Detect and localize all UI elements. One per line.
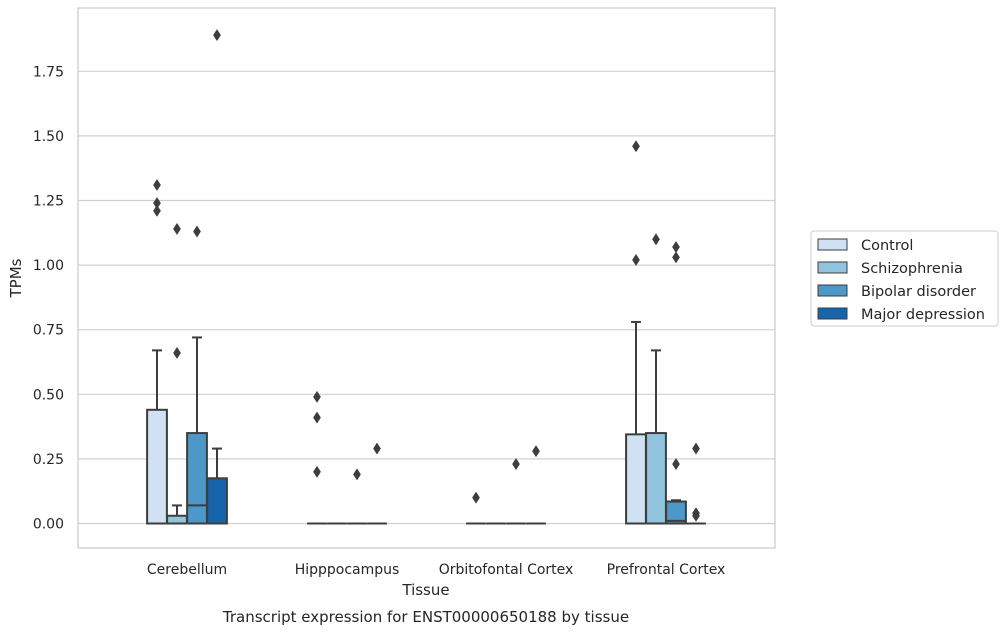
outlier-point: [692, 507, 700, 520]
outlier-point: [313, 465, 321, 478]
plot-frame: [77, 7, 776, 549]
box-body: [146, 408, 168, 525]
y-tick-label: 1.50: [33, 129, 64, 145]
outlier-point: [153, 204, 161, 217]
box-body: [186, 432, 208, 525]
outlier-point: [173, 346, 181, 360]
outlier-point: [213, 29, 221, 42]
y-tick-label: 1.75: [33, 64, 64, 80]
outlier-point: [353, 468, 361, 481]
outlier-point: [672, 458, 680, 471]
box-control: [466, 491, 486, 525]
box-control: [307, 390, 327, 525]
box-body: [166, 514, 188, 525]
legend-swatch: [817, 307, 848, 320]
chart-caption: Transcript expression for ENST0000065018…: [222, 608, 629, 626]
box-bipolar-disorder: [506, 458, 526, 525]
outlier-point: [153, 197, 161, 210]
box-body: [665, 500, 687, 525]
box-schizophrenia: [645, 233, 667, 525]
box-bipolar-disorder: [665, 240, 687, 525]
box-major-depression: [526, 445, 546, 525]
box-body: [625, 433, 647, 525]
legend-frame: [810, 230, 999, 327]
outlier-point: [672, 240, 680, 254]
legend: Control Schizophrenia Bipolar disorder Majo…: [810, 230, 999, 327]
legend-label: Major depression: [861, 307, 985, 323]
y-tick-label: 0.25: [33, 452, 64, 468]
x-axis-title: Tissue: [401, 581, 449, 599]
y-tick-label: 0.75: [33, 323, 64, 339]
box-control: [625, 140, 647, 525]
box-schizophrenia: [166, 222, 188, 525]
box-major-depression: [367, 442, 387, 525]
x-tick-label: Orbitofontal Cortex: [439, 562, 574, 578]
outlier-point: [512, 458, 520, 471]
y-axis-title: TPMs: [7, 258, 25, 298]
y-tick-label: 0.50: [33, 387, 64, 403]
x-tick-label: Hipppocampus: [295, 562, 400, 578]
gridlines: [78, 70, 775, 525]
boxes: [146, 29, 706, 525]
box-body: [206, 477, 228, 525]
outlier-point: [632, 253, 640, 266]
outlier-point: [672, 251, 680, 264]
outlier-point: [652, 233, 660, 246]
box-major-depression: [686, 442, 706, 525]
legend-swatch: [817, 238, 848, 251]
y-tick-label: 1.00: [33, 258, 64, 274]
legend-label: Control: [861, 238, 913, 254]
outlier-point: [193, 225, 201, 238]
outlier-point: [313, 411, 321, 424]
x-tick-label: Prefrontal Cortex: [607, 562, 726, 578]
legend-swatch: [817, 284, 848, 297]
outlier-point: [472, 491, 480, 504]
y-tick-label: 1.25: [33, 194, 64, 210]
outlier-point: [153, 178, 161, 192]
outlier-point: [532, 445, 540, 458]
legend-swatch: [817, 261, 848, 274]
outlier-point: [313, 390, 321, 403]
box-control: [146, 178, 168, 525]
outlier-point: [692, 442, 700, 455]
outlier-point: [173, 222, 181, 235]
x-tick-label: Cerebellum: [147, 562, 227, 578]
legend-label: Schizophrenia: [861, 261, 963, 277]
tick-labels: 0.00 0.25 0.50 0.75 1.00 1.25 1.50 1.75 Cerebell…: [33, 64, 726, 578]
box-body: [645, 432, 667, 525]
outlier-point: [632, 140, 640, 153]
outlier-point: [373, 442, 381, 455]
y-tick-label: 0.00: [33, 517, 64, 533]
box-bipolar-disorder: [186, 225, 208, 525]
box-major-depression: [206, 29, 228, 525]
legend-label: Bipolar disorder: [861, 284, 976, 300]
box-bipolar-disorder: [347, 468, 367, 525]
